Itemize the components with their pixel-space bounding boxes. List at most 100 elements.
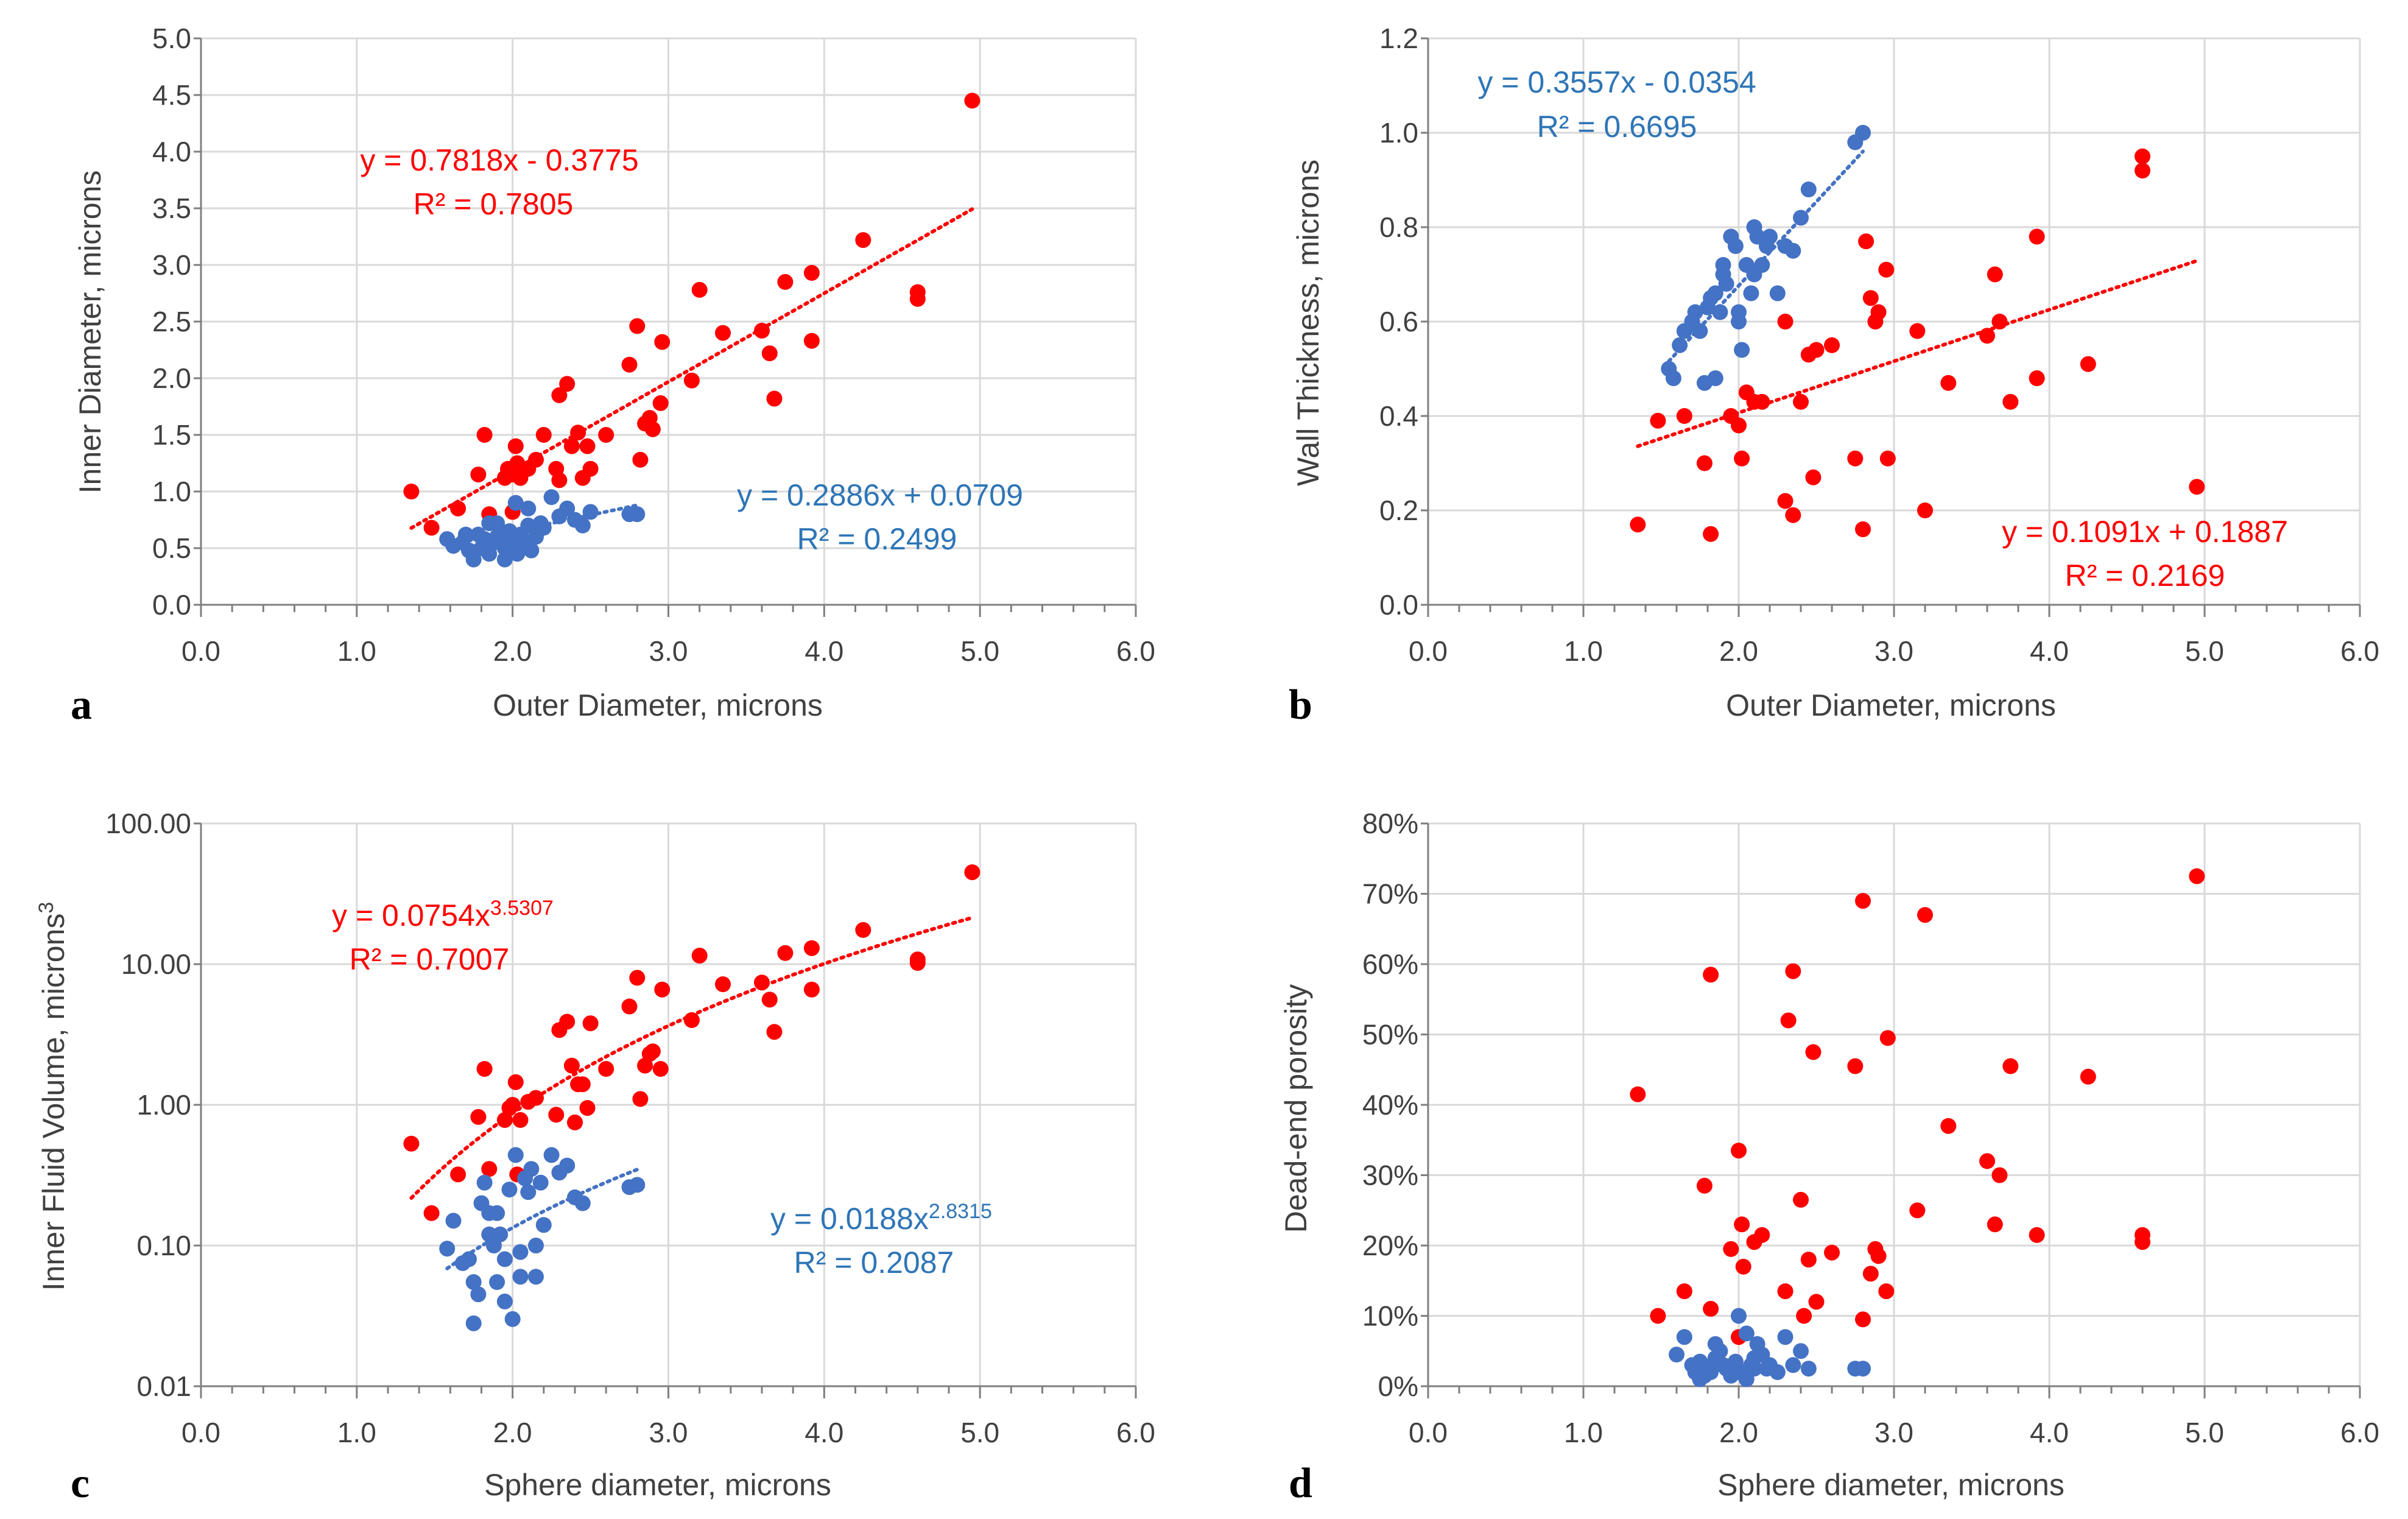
data-point-blue bbox=[1687, 304, 1703, 320]
data-point-red bbox=[470, 467, 487, 483]
data-point-red bbox=[766, 1024, 783, 1040]
data-point-red bbox=[1780, 1012, 1797, 1029]
panel-c: 0.01 0.10 1.00 10.00 100.00 0.0 1.0 2.0 3.0 4.0 5.… bbox=[35, 808, 1155, 1507]
data-point-red bbox=[1785, 963, 1801, 979]
data-point-red bbox=[2189, 479, 2205, 495]
data-point-blue bbox=[501, 1182, 518, 1198]
x-tick-label: 1.0 bbox=[1564, 635, 1603, 667]
panel-a-letter: a bbox=[71, 682, 92, 728]
data-point-red bbox=[766, 390, 783, 407]
x-tick-label: 6.0 bbox=[2340, 1417, 2379, 1448]
x-tick-label: 5.0 bbox=[2185, 635, 2224, 667]
y-tick-label: 50% bbox=[1362, 1019, 1418, 1051]
data-point-blue bbox=[528, 1269, 544, 1285]
data-point-red bbox=[1917, 907, 1933, 923]
data-point-blue bbox=[1715, 1357, 1731, 1373]
data-point-blue bbox=[465, 1274, 482, 1290]
data-point-blue bbox=[461, 1251, 477, 1267]
data-point-blue bbox=[1746, 266, 1762, 283]
data-point-red bbox=[1858, 233, 1875, 250]
data-point-red bbox=[1734, 1216, 1750, 1233]
panel-a-xlabel: Outer Diameter, microns bbox=[493, 688, 823, 722]
panel-b-xlabel: Outer Diameter, microns bbox=[1726, 688, 2056, 722]
x-tick-label: 2.0 bbox=[493, 1417, 532, 1448]
data-point-blue bbox=[1731, 1308, 1747, 1324]
panel-b: 0.0 0.2 0.4 0.6 0.8 1.0 1.2 0.0 1.0 2.0 3.0 4.0 5.0 6… bbox=[1289, 23, 2379, 728]
data-point-red bbox=[1979, 1153, 1995, 1169]
data-point-blue bbox=[465, 551, 482, 568]
data-point-blue bbox=[1731, 1364, 1747, 1380]
data-point-blue bbox=[507, 495, 524, 511]
data-point-red bbox=[1878, 1283, 1895, 1300]
panel-c-blue-eq-exp: 2.8315 bbox=[929, 1200, 992, 1223]
data-point-red bbox=[1754, 1227, 1770, 1243]
data-point-blue bbox=[1793, 1343, 1809, 1359]
data-point-blue bbox=[1793, 210, 1809, 226]
panel-d-letter: d bbox=[1289, 1460, 1312, 1507]
data-point-red bbox=[1735, 1258, 1751, 1275]
data-point-red bbox=[2029, 370, 2045, 386]
data-point-blue bbox=[492, 1226, 509, 1242]
data-point-red bbox=[582, 460, 599, 477]
x-tick-label: 3.0 bbox=[649, 635, 688, 667]
data-point-red bbox=[691, 281, 708, 298]
data-point-red bbox=[1855, 521, 1871, 537]
x-tick-label: 0.0 bbox=[1409, 635, 1448, 667]
panel-b-blue-equation: y = 0.3557x - 0.0354 bbox=[1477, 65, 1756, 99]
data-point-blue bbox=[445, 1213, 462, 1229]
data-point-blue bbox=[1731, 314, 1747, 330]
data-point-red bbox=[450, 1166, 466, 1183]
panel-b-ticks: 0.0 0.2 0.4 0.6 0.8 1.0 1.2 0.0 1.0 2.0 3.0 4.0 5.0 6… bbox=[1379, 23, 2379, 667]
data-point-red bbox=[1878, 261, 1895, 278]
x-tick-label: 3.0 bbox=[649, 1417, 688, 1448]
data-point-red bbox=[2002, 1058, 2019, 1074]
y-tick-label: 0.0 bbox=[152, 589, 191, 621]
panel-b-points bbox=[1630, 125, 2205, 542]
data-point-blue bbox=[1727, 238, 1744, 254]
data-point-blue bbox=[1734, 342, 1750, 358]
x-tick-label: 2.0 bbox=[1719, 635, 1758, 667]
data-point-blue bbox=[1769, 285, 1786, 301]
panel-a-red-equation: y = 0.7818x - 0.3775 bbox=[360, 143, 638, 177]
data-point-blue bbox=[1769, 1364, 1786, 1380]
y-tick-label: 0.6 bbox=[1379, 306, 1418, 337]
data-point-blue bbox=[582, 504, 599, 520]
panel-c-ylabel: Inner Fluid Volume, microns3 bbox=[35, 902, 71, 1291]
data-point-red bbox=[1909, 1202, 1926, 1219]
data-point-red bbox=[1800, 1252, 1817, 1268]
data-point-red bbox=[1855, 1311, 1871, 1328]
data-point-blue bbox=[457, 526, 474, 543]
data-point-red bbox=[1630, 516, 1646, 533]
data-point-red bbox=[909, 955, 926, 971]
x-tick-label: 4.0 bbox=[2030, 1417, 2069, 1448]
data-point-red bbox=[654, 334, 671, 350]
data-point-red bbox=[1793, 393, 1809, 410]
data-point-red bbox=[855, 232, 871, 248]
data-point-red bbox=[512, 1112, 529, 1128]
data-point-red bbox=[567, 1114, 583, 1130]
data-point-red bbox=[423, 1205, 440, 1221]
data-point-red bbox=[1703, 526, 1719, 542]
data-point-red bbox=[1630, 1086, 1646, 1102]
panel-c-xlabel: Sphere diameter, microns bbox=[484, 1468, 831, 1502]
x-tick-label: 6.0 bbox=[1116, 1417, 1155, 1448]
data-point-red bbox=[1696, 1177, 1713, 1194]
panel-b-red-r2: R² = 0.2169 bbox=[2065, 559, 2225, 593]
x-tick-label: 5.0 bbox=[960, 635, 999, 667]
data-point-red bbox=[403, 1135, 420, 1152]
data-point-red bbox=[2135, 1234, 2150, 1250]
data-point-red bbox=[1870, 304, 1887, 320]
data-point-blue bbox=[520, 1184, 537, 1200]
x-tick-label: 3.0 bbox=[1875, 635, 1913, 667]
data-point-red bbox=[582, 1015, 599, 1032]
data-point-blue bbox=[1785, 1357, 1801, 1373]
panel-c-ticks: 0.01 0.10 1.00 10.00 100.00 0.0 1.0 2.0 3.0 4.0 5.… bbox=[105, 808, 1155, 1448]
data-point-red bbox=[1808, 342, 1825, 358]
x-tick-label: 0.0 bbox=[1409, 1417, 1448, 1448]
x-tick-label: 1.0 bbox=[1564, 1417, 1603, 1448]
data-point-red bbox=[1777, 1283, 1794, 1300]
data-point-blue bbox=[470, 1286, 487, 1303]
panel-a-grid bbox=[201, 37, 1137, 605]
panel-a-points bbox=[403, 93, 980, 568]
data-point-red bbox=[548, 1107, 565, 1123]
